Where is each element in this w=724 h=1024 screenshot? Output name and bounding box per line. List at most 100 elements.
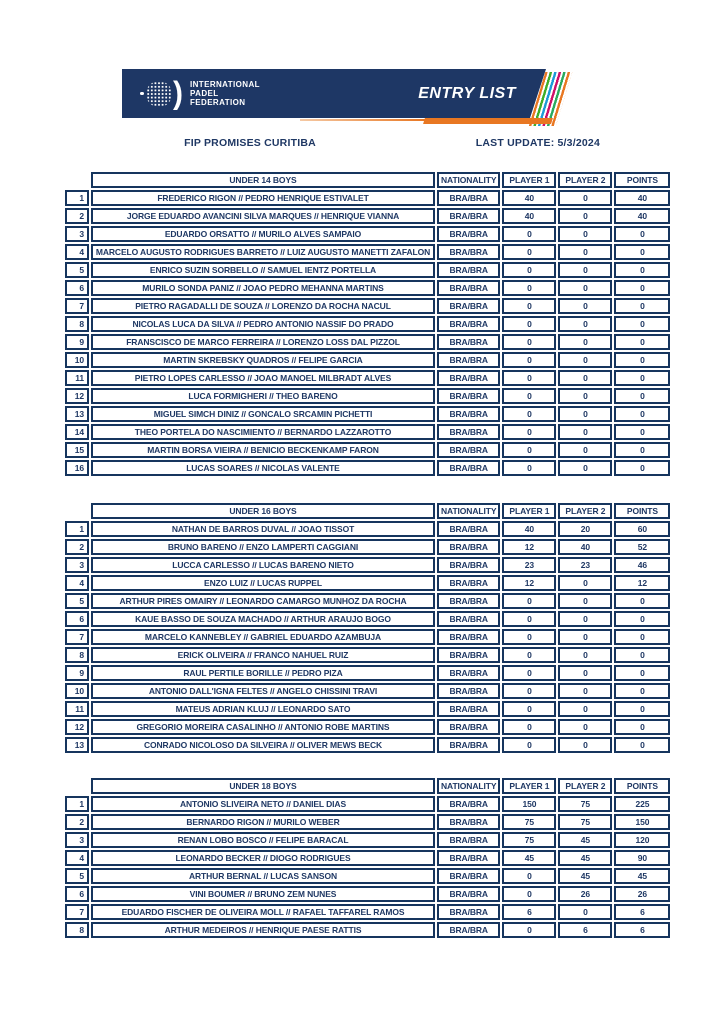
- col-header-player2: PLAYER 2: [558, 778, 613, 794]
- rank-cell: 16: [65, 460, 89, 476]
- rank-cell: 15: [65, 442, 89, 458]
- player1-points-cell: 0: [502, 280, 557, 296]
- nationality-cell: BRA/BRA: [437, 922, 501, 938]
- player2-points-cell: 75: [558, 796, 613, 812]
- pair-cell: MARCELO KANNEBLEY // GABRIEL EDUARDO AZA…: [91, 629, 435, 645]
- ipf-logo: ) INTERNATIONAL PADEL FEDERATION: [140, 80, 260, 107]
- pair-cell: MIGUEL SIMCH DINIZ // GONCALO SRCAMIN PI…: [91, 406, 435, 422]
- rank-cell: 5: [65, 262, 89, 278]
- table-row: 7 PIETRO RAGADALLI DE SOUZA // LORENZO DA…: [65, 298, 671, 314]
- rank-cell: 7: [65, 904, 89, 920]
- player1-points-cell: 0: [502, 629, 557, 645]
- corner-cell: [65, 778, 89, 794]
- player1-points-cell: 0: [502, 737, 557, 753]
- pair-cell: EDUARDO FISCHER DE OLIVEIRA MOLL // RAFA…: [91, 904, 435, 920]
- pair-cell: RAUL PERTILE BORILLE // PEDRO PIZA: [91, 665, 435, 681]
- player1-points-cell: 75: [502, 814, 557, 830]
- table-row: 4 ENZO LUIZ // LUCAS RUPPEL BRA/BRA 12 0 12: [65, 575, 671, 591]
- rank-cell: 9: [65, 665, 89, 681]
- points-cell: 46: [614, 557, 671, 573]
- rank-cell: 13: [65, 737, 89, 753]
- rank-cell: 6: [65, 611, 89, 627]
- table-under-14-boys: UNDER 14 BOYS NATIONALITY PLAYER 1 PLAYER 2…: [63, 170, 672, 478]
- table-row: 2 BRUNO BARENO // ENZO LAMPERTI CAGGIANI B…: [65, 539, 671, 555]
- pair-cell: ARTHUR MEDEIROS // HENRIQUE PAESE RATTIS: [91, 922, 435, 938]
- points-cell: 0: [614, 665, 671, 681]
- logo-line-3: FEDERATION: [190, 98, 246, 107]
- player1-points-cell: 45: [502, 850, 557, 866]
- corner-cell: [65, 503, 89, 519]
- player1-points-cell: 0: [502, 460, 557, 476]
- table-row: 12 GREGORIO MOREIRA CASALINHO // ANTONIO …: [65, 719, 671, 735]
- banner-underline-thick: [423, 118, 553, 124]
- points-cell: 0: [614, 334, 671, 350]
- pair-cell: ENRICO SUZIN SORBELLO // SAMUEL IENTZ PO…: [91, 262, 435, 278]
- player2-points-cell: 0: [558, 904, 613, 920]
- col-header-player1: PLAYER 1: [502, 503, 557, 519]
- rank-cell: 4: [65, 244, 89, 260]
- player2-points-cell: 45: [558, 868, 613, 884]
- nationality-cell: BRA/BRA: [437, 226, 501, 242]
- table-row: 3 EDUARDO ORSATTO // MURILO ALVES SAMPAIO…: [65, 226, 671, 242]
- player1-points-cell: 0: [502, 388, 557, 404]
- rank-cell: 9: [65, 334, 89, 350]
- table-row: 7 EDUARDO FISCHER DE OLIVEIRA MOLL // RAF…: [65, 904, 671, 920]
- table-row: 8 NICOLAS LUCA DA SILVA // PEDRO ANTONIO …: [65, 316, 671, 332]
- player1-points-cell: 0: [502, 868, 557, 884]
- pair-cell: ENZO LUIZ // LUCAS RUPPEL: [91, 575, 435, 591]
- pair-cell: EDUARDO ORSATTO // MURILO ALVES SAMPAIO: [91, 226, 435, 242]
- rank-cell: 2: [65, 814, 89, 830]
- rank-cell: 6: [65, 280, 89, 296]
- player1-points-cell: 0: [502, 683, 557, 699]
- player1-points-cell: 0: [502, 262, 557, 278]
- nationality-cell: BRA/BRA: [437, 334, 501, 350]
- points-cell: 150: [614, 814, 671, 830]
- player1-points-cell: 6: [502, 904, 557, 920]
- rank-cell: 1: [65, 190, 89, 206]
- player1-points-cell: 0: [502, 226, 557, 242]
- pair-cell: NATHAN DE BARROS DUVAL // JOAO TISSOT: [91, 521, 435, 537]
- table-row: 2 BERNARDO RIGON // MURILO WEBER BRA/BRA 75…: [65, 814, 671, 830]
- table-row: 2 JORGE EDUARDO AVANCINI SILVA MARQUES //…: [65, 208, 671, 224]
- nationality-cell: BRA/BRA: [437, 539, 501, 555]
- points-cell: 0: [614, 701, 671, 717]
- player2-points-cell: 0: [558, 665, 613, 681]
- player1-points-cell: 0: [502, 442, 557, 458]
- col-header-points: POINTS: [614, 778, 671, 794]
- rank-cell: 11: [65, 370, 89, 386]
- player2-points-cell: 0: [558, 226, 613, 242]
- nationality-cell: BRA/BRA: [437, 424, 501, 440]
- player2-points-cell: 0: [558, 593, 613, 609]
- table-row: 3 LUCCA CARLESSO // LUCAS BARENO NIETO BRA…: [65, 557, 671, 573]
- player1-points-cell: 0: [502, 886, 557, 902]
- pair-cell: PIETRO RAGADALLI DE SOUZA // LORENZO DA …: [91, 298, 435, 314]
- rank-cell: 5: [65, 868, 89, 884]
- rank-cell: 10: [65, 352, 89, 368]
- table-row: 8 ARTHUR MEDEIROS // HENRIQUE PAESE RATTI…: [65, 922, 671, 938]
- player1-points-cell: 0: [502, 352, 557, 368]
- table-row: 6 KAUE BASSO DE SOUZA MACHADO // ARTHUR A…: [65, 611, 671, 627]
- points-cell: 0: [614, 719, 671, 735]
- pair-cell: MARCELO AUGUSTO RODRIGUES BARRETO // LUI…: [91, 244, 435, 260]
- nationality-cell: BRA/BRA: [437, 886, 501, 902]
- table-row: 5 ARTHUR BERNAL // LUCAS SANSON BRA/BRA 0 45…: [65, 868, 671, 884]
- points-cell: 0: [614, 316, 671, 332]
- points-cell: 60: [614, 521, 671, 537]
- player2-points-cell: 0: [558, 370, 613, 386]
- table-row: 10 MARTIN SKREBSKY QUADROS // FELIPE GARC…: [65, 352, 671, 368]
- banner-underline-thin: [300, 119, 426, 121]
- rank-cell: 12: [65, 719, 89, 735]
- pair-cell: FRANSCISCO DE MARCO FERREIRA // LORENZO …: [91, 334, 435, 350]
- pair-cell: MURILO SONDA PANIZ // JOAO PEDRO MEHANNA…: [91, 280, 435, 296]
- player2-points-cell: 0: [558, 406, 613, 422]
- rank-cell: 12: [65, 388, 89, 404]
- col-header-nationality: NATIONALITY: [437, 172, 501, 188]
- logo-line-2: PADEL: [190, 89, 219, 98]
- pair-cell: LUCAS SOARES // NICOLAS VALENTE: [91, 460, 435, 476]
- nationality-cell: BRA/BRA: [437, 832, 501, 848]
- table-under-16-boys: UNDER 16 BOYS NATIONALITY PLAYER 1 PLAYER 2…: [63, 501, 672, 755]
- player2-points-cell: 0: [558, 262, 613, 278]
- rank-cell: 8: [65, 922, 89, 938]
- nationality-cell: BRA/BRA: [437, 683, 501, 699]
- nationality-cell: BRA/BRA: [437, 593, 501, 609]
